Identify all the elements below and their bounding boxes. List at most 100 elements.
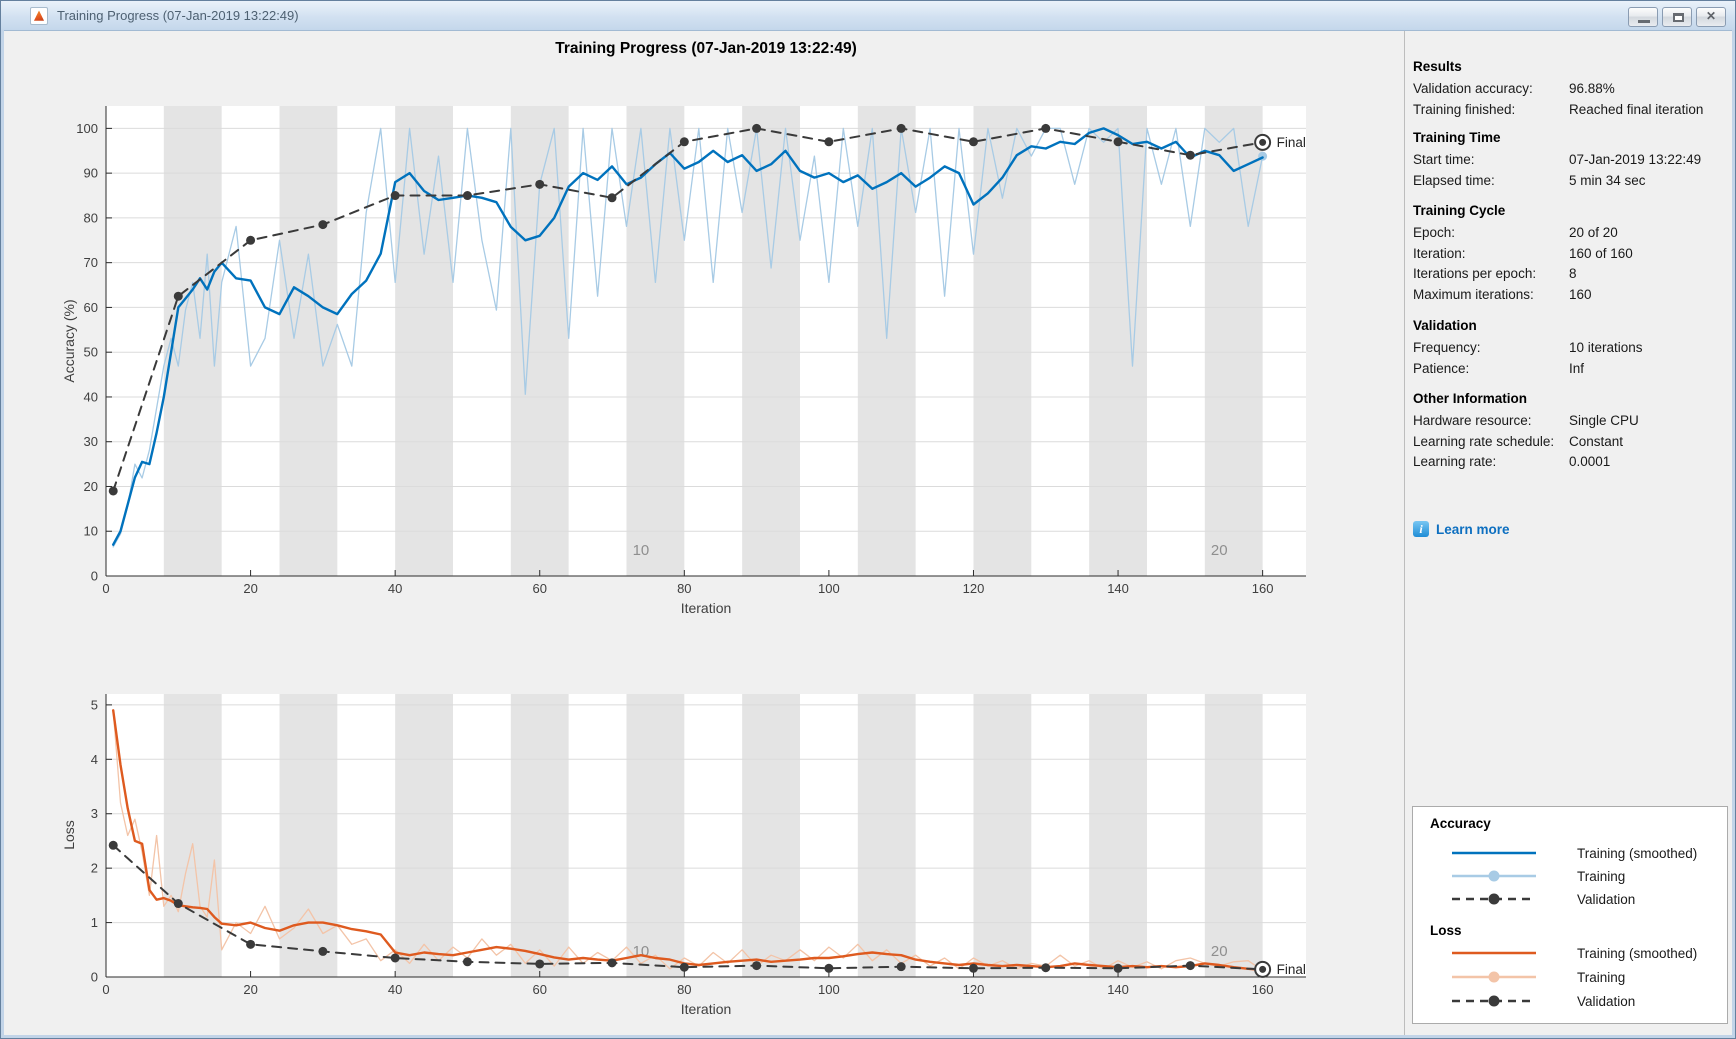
validation-marker: [607, 958, 617, 968]
figure-title: Training Progress (07-Jan-2019 13:22:49): [555, 40, 857, 57]
section-heading: Training Time: [1413, 130, 1501, 145]
validation-marker: [390, 953, 400, 963]
epoch-band: [1204, 694, 1263, 977]
legend-item: Validation: [1450, 890, 1635, 908]
validation-marker: [246, 939, 256, 949]
svg-text:10: 10: [84, 524, 98, 539]
svg-text:50: 50: [84, 345, 98, 360]
svg-text:5: 5: [91, 697, 98, 712]
validation-marker: [173, 291, 183, 301]
row-value: 07-Jan-2019 13:22:49: [1569, 152, 1702, 167]
epoch-band: [279, 106, 338, 576]
epoch-band: [510, 694, 569, 977]
validation-marker: [1113, 137, 1123, 147]
epoch-band: [973, 106, 1032, 576]
maximize-button[interactable]: [1662, 7, 1692, 27]
svg-text:20: 20: [243, 581, 257, 596]
svg-text:40: 40: [388, 982, 402, 997]
row-value: 5 min 34 sec: [1569, 172, 1646, 188]
svg-text:0: 0: [102, 581, 109, 596]
legend-item: Validation: [1450, 992, 1635, 1010]
validation-marker: [535, 959, 545, 969]
window-titlebar[interactable]: Training Progress (07-Jan-2019 13:22:49)…: [1, 1, 1735, 31]
svg-text:20: 20: [243, 982, 257, 997]
validation-marker: [318, 946, 328, 956]
row-label: Patience:: [1413, 360, 1470, 376]
section-heading: Validation: [1413, 318, 1477, 333]
validation-marker: [607, 193, 617, 203]
validation-marker: [1041, 123, 1051, 133]
validation-marker: [535, 179, 545, 189]
svg-text:0: 0: [91, 970, 98, 985]
epoch-band: [626, 694, 685, 977]
validation-marker: [318, 220, 328, 230]
panel-divider: [1404, 31, 1405, 1035]
learn-more-label: Learn more: [1436, 521, 1510, 537]
row-label: Maximum iterations:: [1413, 286, 1534, 302]
svg-text:90: 90: [84, 166, 98, 181]
validation-marker: [752, 123, 762, 133]
svg-text:100: 100: [818, 581, 840, 596]
legend-item: Training (smoothed): [1450, 844, 1697, 862]
validation-marker: [462, 191, 472, 201]
legend-group-title: Accuracy: [1430, 816, 1491, 831]
loss-x-axis-label: Iteration: [680, 1001, 732, 1017]
svg-text:60: 60: [84, 300, 98, 315]
row-value: 160: [1569, 286, 1592, 302]
validation-marker: [462, 957, 472, 967]
row-value: 10 iterations: [1569, 340, 1643, 355]
svg-text:3: 3: [91, 806, 98, 821]
epoch-band: [163, 694, 222, 977]
matlab-icon: [30, 7, 48, 25]
epoch-band: [510, 106, 569, 576]
svg-text:0: 0: [102, 982, 109, 997]
validation-marker: [246, 235, 256, 245]
window-title: Training Progress (07-Jan-2019 13:22:49): [57, 8, 299, 23]
legend-item: Training: [1450, 968, 1625, 986]
svg-text:60: 60: [533, 982, 547, 997]
row-value: Reached final iteration: [1569, 101, 1704, 117]
row-value: 160 of 160: [1569, 245, 1633, 261]
validation-marker: [108, 486, 118, 496]
validation-marker: [896, 123, 906, 133]
svg-text:160: 160: [1252, 581, 1274, 596]
minimize-button[interactable]: [1628, 7, 1658, 27]
row-label: Hardware resource:: [1413, 413, 1532, 428]
svg-text:1: 1: [91, 915, 98, 930]
epoch-band: [1204, 106, 1263, 576]
svg-text:100: 100: [76, 121, 98, 136]
svg-text:140: 140: [1107, 581, 1129, 596]
validation-marker: [896, 962, 906, 972]
epoch-label: 20: [1211, 542, 1228, 559]
svg-text:40: 40: [388, 581, 402, 596]
accuracy-x-axis-label: Iteration: [680, 600, 732, 616]
validation-marker: [1185, 150, 1195, 160]
validation-marker: [108, 840, 118, 850]
row-label: Elapsed time:: [1413, 172, 1495, 188]
legend-item-label: Training (smoothed): [1577, 845, 1698, 861]
legend-item-label: Training (smoothed): [1577, 945, 1698, 961]
close-button[interactable]: ✕: [1696, 7, 1726, 27]
learn-more-link[interactable]: i Learn more: [1413, 521, 1510, 537]
epoch-band: [857, 106, 916, 576]
legend-group-title: Loss: [1430, 923, 1462, 938]
svg-text:60: 60: [533, 581, 547, 596]
validation-marker: [968, 137, 978, 147]
row-value: Constant: [1569, 433, 1624, 449]
svg-text:70: 70: [84, 255, 98, 270]
svg-text:80: 80: [677, 982, 691, 997]
series-training: [112, 127, 1264, 548]
training-charts: 0 20 40 60 80 100 120 140 1600102030405060708090…: [76, 106, 1306, 997]
svg-text:30: 30: [84, 434, 98, 449]
row-label: Start time:: [1413, 152, 1475, 167]
row-label: Validation accuracy:: [1413, 81, 1533, 96]
epoch-band: [742, 106, 800, 576]
svg-text:120: 120: [963, 581, 985, 596]
row-label: Training finished:: [1413, 101, 1516, 117]
maximize-icon: [1673, 13, 1684, 22]
section-heading: Training Cycle: [1413, 203, 1506, 218]
minimize-icon: [1638, 20, 1650, 23]
svg-text:140: 140: [1107, 982, 1129, 997]
validation-marker: [173, 899, 183, 909]
